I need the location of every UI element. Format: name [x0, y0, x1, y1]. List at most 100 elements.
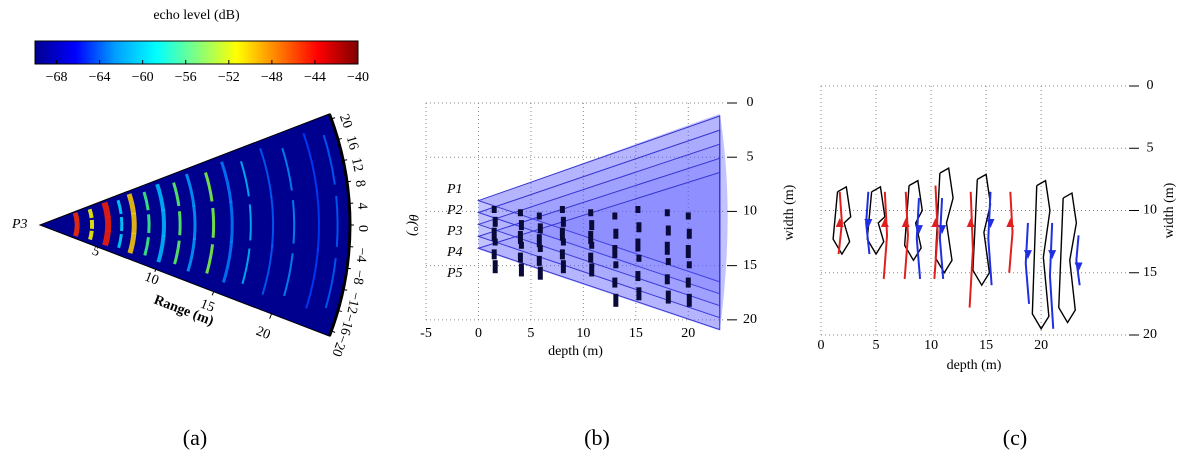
y-tick-label: 10	[1143, 203, 1157, 218]
theta-tick-label: −8	[350, 269, 367, 286]
theta-tick-label: −12	[343, 290, 362, 315]
track	[1048, 222, 1055, 329]
track-marker	[1023, 250, 1032, 260]
x-axis-label: depth (m)	[548, 344, 603, 359]
theta-tick	[331, 330, 336, 333]
echo-band	[172, 182, 181, 207]
echo-band	[241, 248, 251, 285]
x-tick-label: 5	[527, 326, 534, 341]
echo-band	[102, 230, 111, 247]
caption: (b)	[584, 425, 610, 450]
r-tick-label: 20	[254, 324, 272, 343]
colorbar	[34, 40, 359, 65]
track-marker	[1074, 262, 1083, 272]
theta-tick-label: 12	[348, 156, 366, 173]
track-marker	[931, 217, 940, 227]
r-tick-label: 5	[90, 244, 102, 261]
echo-blob	[518, 263, 524, 277]
echo-band	[324, 258, 337, 309]
track-marker	[1048, 250, 1057, 260]
track	[832, 185, 852, 256]
echo-band	[104, 216, 112, 232]
colorbar-tick-label: −64	[89, 70, 111, 85]
track-marker	[938, 225, 947, 235]
beam-label: P4	[446, 245, 463, 260]
echo-band	[192, 205, 197, 240]
track	[934, 167, 954, 275]
echo-blob	[560, 216, 566, 227]
echo-blob	[685, 212, 691, 220]
echo-blob	[636, 254, 642, 262]
theta-tick	[346, 267, 352, 270]
echo-band	[283, 253, 294, 297]
echo-band	[161, 209, 166, 237]
echo-blob	[559, 249, 565, 260]
echo-band	[229, 200, 234, 244]
echo-band	[248, 204, 252, 241]
echo-band	[173, 240, 181, 265]
echo-band	[177, 211, 182, 236]
beam-label: P2	[446, 203, 463, 218]
echo-blob	[492, 238, 498, 246]
echo-blob	[536, 255, 542, 266]
echo-blob	[518, 220, 524, 231]
track	[938, 197, 945, 280]
track-marker	[835, 217, 844, 227]
theta-tick	[331, 117, 336, 120]
theta-tick	[343, 159, 348, 162]
echo-band	[147, 214, 151, 234]
echo-blob	[664, 274, 670, 285]
echo-blob	[536, 234, 542, 248]
theta-tick-label: 16	[343, 134, 361, 152]
echo-blob	[537, 223, 543, 234]
x-tick-label: 20	[1034, 338, 1048, 353]
r-tick-label: 10	[142, 270, 160, 289]
track-marker	[1006, 217, 1015, 227]
colorbar-tick-label: −52	[218, 70, 240, 85]
echo-blob	[589, 263, 595, 277]
echo-blob	[665, 290, 671, 304]
echo-blob	[491, 249, 497, 260]
echo-blob	[560, 260, 566, 274]
theta-tick	[346, 180, 352, 183]
echo-band	[88, 230, 94, 241]
echo-blob	[517, 230, 523, 244]
echo-blob	[635, 271, 641, 282]
echo-band	[220, 161, 233, 204]
track	[882, 191, 889, 280]
track-marker	[966, 217, 975, 227]
track	[903, 191, 909, 280]
echo-band	[155, 183, 166, 212]
x-tick-label: 15	[979, 338, 993, 353]
r-tick	[269, 313, 272, 319]
colorbar-tick-label: −48	[261, 70, 283, 85]
echo-blob	[589, 220, 595, 231]
colorbar-label: echo level (dB)	[153, 8, 240, 23]
echo-blob	[636, 287, 642, 301]
caption: (c)	[1003, 425, 1027, 450]
echo-blob	[686, 228, 692, 239]
echo-blob	[665, 225, 671, 236]
x-tick-label: -5	[420, 326, 432, 341]
echo-band	[322, 134, 336, 185]
track	[1024, 222, 1031, 304]
r-tick-label: 15	[198, 297, 216, 316]
x-tick-label: 0	[818, 338, 825, 353]
track	[1008, 191, 1014, 273]
echo-blob	[664, 241, 670, 255]
theta-tick-label: −20	[328, 333, 350, 359]
colorbar-tick-label: −40	[347, 70, 369, 85]
y-tick-label: 0	[747, 95, 754, 110]
echo-blob	[537, 245, 543, 253]
echo-blob	[636, 222, 642, 233]
caption: (a)	[183, 425, 207, 450]
echo-blob	[665, 258, 671, 266]
echo-blob	[612, 277, 618, 288]
echo-blob	[685, 245, 691, 259]
y-axis-label: width (m)	[1162, 182, 1177, 238]
echo-blob	[613, 261, 619, 269]
theta-tick	[343, 288, 348, 291]
echo-band	[73, 227, 80, 237]
colorbar-tick-label: −44	[304, 70, 326, 85]
